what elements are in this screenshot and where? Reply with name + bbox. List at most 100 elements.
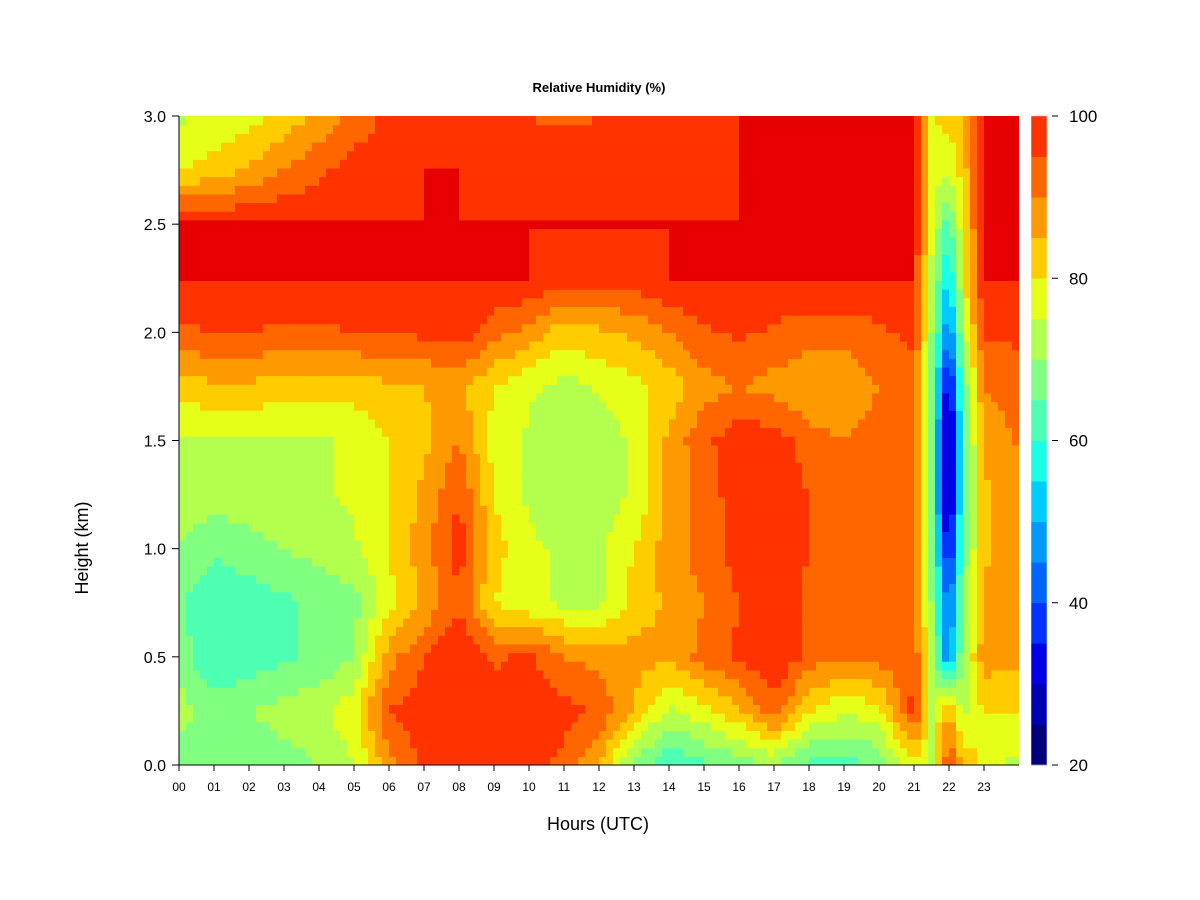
heatmap-cell [445,687,453,697]
heatmap-cell [683,626,691,636]
heatmap-cell [340,427,348,437]
heatmap-cell [501,514,509,524]
heatmap-cell [746,574,754,584]
heatmap-cell [452,488,460,498]
heatmap-cell [662,643,670,654]
heatmap-cell [732,626,740,636]
heatmap-cell [193,522,201,532]
heatmap-cell [368,462,376,472]
heatmap-cell [431,565,439,576]
heatmap-cell [438,401,446,411]
heatmap-cell [270,695,278,706]
heatmap-cell [466,453,474,463]
heatmap-cell [662,739,670,749]
heatmap-cell [368,643,376,654]
heatmap-cell [746,427,754,437]
heatmap-cell [277,401,285,411]
heatmap-cell [410,453,418,463]
heatmap-cell [781,470,789,481]
heatmap-cell [445,418,453,429]
heatmap-cell [375,410,383,420]
heatmap-cell [179,591,187,602]
heatmap-cell [284,548,292,558]
heatmap-cell [431,505,439,515]
heatmap-cell [851,427,859,437]
heatmap-cell [228,522,236,532]
heatmap-cell [613,514,621,524]
heatmap-cell [669,574,677,584]
heatmap-cell [543,739,551,749]
heatmap-cell [564,548,572,558]
heatmap-cell [410,713,418,723]
heatmap-cell [480,548,488,558]
heatmap-cell [585,704,593,714]
heatmap-cell [942,600,950,610]
heatmap-cell [242,557,250,567]
heatmap-cell [284,652,292,662]
heatmap-cell [396,739,404,749]
heatmap-cell [732,617,740,628]
heatmap-cell [851,514,859,524]
heatmap-cell [487,444,495,455]
heatmap-cell [410,687,418,697]
heatmap-cell [928,609,936,619]
heatmap-cell [704,687,712,697]
heatmap-cell [193,661,201,671]
heatmap-cell [627,436,635,446]
heatmap-cell [837,496,845,506]
heatmap-cell [487,462,495,472]
heatmap-cell [193,600,201,610]
heatmap-cell [669,427,677,437]
heatmap-cell [389,548,397,558]
heatmap-cell [228,565,236,576]
heatmap-cell [697,531,705,541]
heatmap-cell [998,747,1006,757]
heatmap-cell [907,635,915,645]
heatmap-cell [851,479,859,489]
heatmap-cell [648,410,656,420]
heatmap-cell [865,617,873,628]
heatmap-cell [543,652,551,662]
heatmap-cell [249,739,257,749]
heatmap-cell [326,591,334,602]
heatmap-cell [529,617,537,628]
heatmap-cell [515,436,523,446]
heatmap-cell [788,713,796,723]
heatmap-cell [732,600,740,610]
heatmap-cell [494,531,502,541]
heatmap-cell [984,617,992,628]
heatmap-cell [984,488,992,498]
heatmap-cell [403,436,411,446]
heatmap-cell [389,687,397,697]
heatmap-cell [795,591,803,602]
heatmap-cell [228,652,236,662]
heatmap-cell [592,453,600,463]
heatmap-cell [809,617,817,628]
heatmap-cell [361,730,369,740]
heatmap-cell [711,721,719,731]
heatmap-cell [263,488,271,498]
heatmap-cell [858,574,866,584]
heatmap-cell [403,427,411,437]
heatmap-cell [935,410,943,420]
heatmap-cell [389,721,397,731]
heatmap-cell [893,444,901,455]
heatmap-cell [963,626,971,636]
heatmap-cell [179,505,187,515]
heatmap-cell [655,453,663,463]
heatmap-cell [921,453,929,463]
heatmap-cell [830,505,838,515]
heatmap-cell [879,548,887,558]
heatmap-cell [963,652,971,662]
heatmap-cell [473,470,481,481]
heatmap-cell [207,756,215,765]
heatmap-cell [466,540,474,550]
heatmap-cell [830,678,838,688]
heatmap-cell [858,747,866,757]
heatmap-cell [452,635,460,645]
heatmap-cell [648,687,656,697]
heatmap-cell [739,652,747,662]
heatmap-cell [207,730,215,740]
heatmap-cell [977,410,985,420]
heatmap-cell [879,687,887,697]
